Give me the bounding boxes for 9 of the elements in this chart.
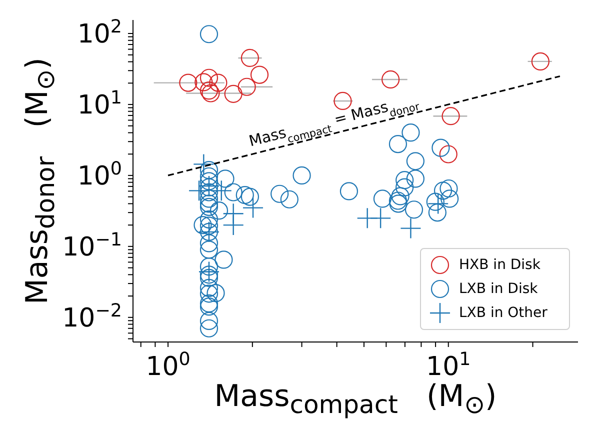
legend-label: HXB in Disk xyxy=(459,257,540,273)
y-tick-label: 10$^{−1}$ xyxy=(62,228,122,262)
y-tick-label: 10$^{1}$ xyxy=(77,86,122,120)
y-tick-label: 10$^{2}$ xyxy=(77,16,122,50)
legend-label: LXB in Other xyxy=(459,305,548,321)
legend-label: LXB in Disk xyxy=(459,281,538,297)
x-axis-title: Mass$_{compact}$ (M$_{⊙}$) xyxy=(214,379,497,419)
y-tick-label: 10$^{−2}$ xyxy=(62,300,122,334)
y-tick-label: 10$^{0}$ xyxy=(77,158,122,192)
